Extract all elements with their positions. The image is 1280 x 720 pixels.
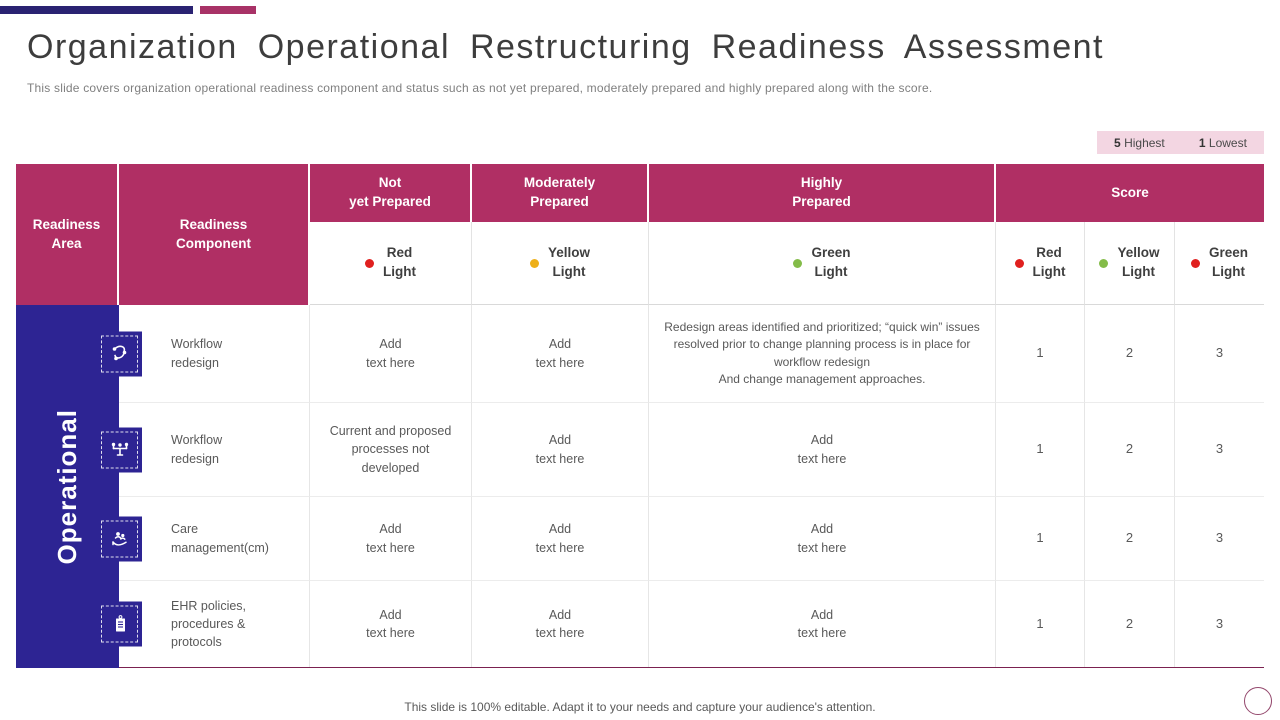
- subheader-label: Yellow Light: [1117, 245, 1160, 279]
- footer-circle-decoration: [1244, 687, 1272, 715]
- score-yellow-cell: 2: [1085, 305, 1175, 403]
- footer-note: This slide is 100% editable. Adapt it to…: [404, 700, 876, 714]
- score-green-cell: 3: [1175, 581, 1264, 668]
- subheader-label: Green Light: [1208, 245, 1249, 279]
- subheader-yellow-light: Yellow Light: [472, 222, 649, 305]
- moderately-prepared-cell[interactable]: Add text here: [472, 581, 649, 668]
- legend-highest: 5 Highest: [1114, 136, 1165, 150]
- subheader-score-green-light: Green Light: [1175, 222, 1264, 305]
- legend-highest-value: 5: [1114, 135, 1121, 150]
- header-score: Score: [996, 164, 1264, 222]
- moderately-prepared-cell[interactable]: Add text here: [472, 305, 649, 403]
- readiness-area-label: Operational: [52, 408, 82, 565]
- component-label: Workflow redesign: [171, 337, 223, 370]
- moderately-prepared-cell[interactable]: Add text here: [472, 497, 649, 581]
- score-red-cell: 1: [996, 581, 1085, 668]
- red-dot-icon: [1190, 258, 1200, 268]
- top-accent-bar-crimson: [200, 6, 256, 14]
- page-title: Organization Operational Restructuring R…: [27, 28, 1104, 66]
- red-dot-icon: [365, 258, 374, 268]
- header-not-yet-prepared: Not yet Prepared: [310, 164, 472, 222]
- header-readiness-component: Readiness Component: [119, 164, 310, 305]
- highly-prepared-cell[interactable]: Add text here: [649, 403, 996, 497]
- component-cell: EHR policies, procedures & protocols: [97, 581, 310, 668]
- header-readiness-area: Readiness Area: [16, 164, 119, 305]
- green-dot-icon: [793, 258, 803, 268]
- not-yet-prepared-cell[interactable]: Add text here: [310, 497, 472, 581]
- subheader-label: Red Light: [383, 245, 416, 279]
- highly-prepared-cell[interactable]: Redesign areas identified and prioritize…: [649, 305, 996, 403]
- component-cell: Workflow redesign: [97, 305, 310, 403]
- top-accent-bar-navy: [0, 6, 193, 14]
- subheader-score-red-light: Red Light: [996, 222, 1085, 305]
- green-dot-icon: [1099, 258, 1109, 268]
- subheader-label: Red Light: [1032, 245, 1066, 279]
- care-management-icon: [97, 516, 142, 561]
- workflow-redesign-icon: [97, 331, 142, 376]
- subheader-label: Yellow Light: [547, 245, 591, 279]
- component-label: Workflow redesign: [171, 433, 223, 466]
- moderately-prepared-cell[interactable]: Add text here: [472, 403, 649, 497]
- component-cell: Care management(cm): [97, 497, 310, 581]
- subheader-score-yellow-light: Yellow Light: [1085, 222, 1175, 305]
- yellow-dot-icon: [529, 258, 539, 268]
- legend-lowest: 1 Lowest: [1199, 136, 1247, 150]
- score-legend: 5 Highest 1 Lowest: [1097, 131, 1264, 154]
- score-green-cell: 3: [1175, 403, 1264, 497]
- component-label: EHR policies, procedures & protocols: [171, 598, 247, 650]
- score-red-cell: 1: [996, 497, 1085, 581]
- score-red-cell: 1: [996, 305, 1085, 403]
- score-green-cell: 3: [1175, 497, 1264, 581]
- score-yellow-cell: 2: [1085, 581, 1175, 668]
- hierarchy-icon: [97, 427, 142, 472]
- component-label: Care management(cm): [171, 522, 269, 555]
- not-yet-prepared-cell[interactable]: Add text here: [310, 305, 472, 403]
- readiness-assessment-table: Readiness Area Readiness Component Not y…: [16, 164, 1264, 668]
- not-yet-prepared-cell[interactable]: Current and proposed processes not devel…: [310, 403, 472, 497]
- subheader-green-light: Green Light: [649, 222, 996, 305]
- score-red-cell: 1: [996, 403, 1085, 497]
- component-cell: Workflow redesign: [97, 403, 310, 497]
- subheader-label: Green Light: [811, 245, 851, 279]
- score-green-cell: 3: [1175, 305, 1264, 403]
- document-icon: [97, 601, 142, 647]
- highly-prepared-cell[interactable]: Add text here: [649, 497, 996, 581]
- score-yellow-cell: 2: [1085, 497, 1175, 581]
- table-bottom-border: [119, 667, 1264, 668]
- subheader-red-light: Red Light: [310, 222, 472, 305]
- header-highly-prepared: Highly Prepared: [649, 164, 996, 222]
- highly-prepared-cell[interactable]: Add text here: [649, 581, 996, 668]
- header-moderately-prepared: Moderately Prepared: [472, 164, 649, 222]
- red-dot-icon: [1014, 258, 1024, 268]
- legend-lowest-label: Lowest: [1205, 135, 1247, 150]
- not-yet-prepared-cell[interactable]: Add text here: [310, 581, 472, 668]
- score-yellow-cell: 2: [1085, 403, 1175, 497]
- legend-highest-label: Highest: [1120, 135, 1165, 150]
- page-subtitle: This slide covers organization operation…: [27, 81, 933, 95]
- legend-lowest-value: 1: [1198, 135, 1206, 150]
